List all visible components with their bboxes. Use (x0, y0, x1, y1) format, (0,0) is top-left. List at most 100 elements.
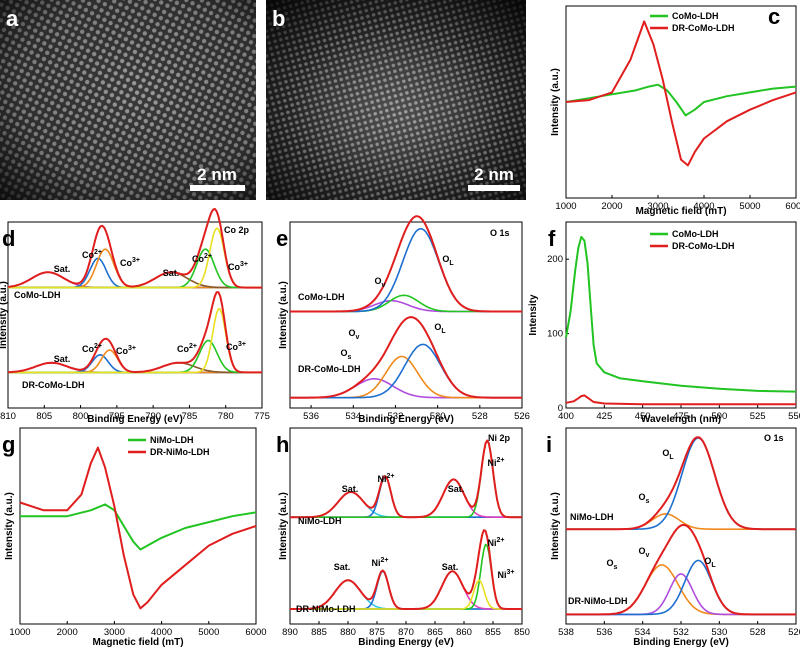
panel-d-xtick-label-6: 780 (218, 411, 234, 422)
panel-c-xtick-label-4: 5000 (739, 201, 760, 212)
panel-h-xtick-label-4: 870 (398, 627, 414, 638)
panel-f-xlabel: Wavelength (nm) (641, 414, 721, 425)
panel-d-xtick-label-7: 775 (254, 411, 270, 422)
panel-d-sample-1: DR-CoMo-LDH (22, 380, 84, 390)
panel-i-label: i (546, 432, 552, 457)
panel-f: f Wavelength (nm) Intensity 400 425 450 475… (528, 221, 800, 425)
panel-e-sample-0: CoMo-LDH (298, 292, 345, 302)
panel-h-peak-label-8: Ni3+ (498, 569, 515, 580)
panel-d-xtick-label-4: 790 (145, 411, 161, 422)
panel-d-peak-label-2: Co3+ (120, 257, 140, 268)
panel-e-title: O 1s (490, 228, 510, 238)
panel-h: h Ni 2p Binding Energy (eV) Intensity (a… (276, 427, 530, 648)
panel-e-label: e (276, 226, 288, 251)
panel-h-sample-0: NiMo-LDH (298, 516, 342, 526)
panel-f-ytick-label-2: 200 (547, 254, 563, 265)
panel-d-top-envelope (7, 207, 262, 289)
panel-b-scale-bar (468, 185, 520, 191)
panel-i-xtick-label-5: 528 (750, 627, 766, 638)
panel-h-peak-label-1: Ni2+ (378, 473, 395, 484)
panel-c-ylabel: Intensity (a.u.) (550, 68, 561, 136)
panel-f-series-0 (565, 235, 797, 393)
panel-d-frame (7, 221, 263, 409)
panel-a-scale-text: 2 nm (197, 165, 237, 184)
panel-h-top-component-2 (290, 478, 522, 518)
panel-g-legend-label-1: DR-NiMo-LDH (150, 447, 209, 457)
panel-e-top-component-0 (290, 299, 522, 313)
panel-f-ytick-label-1: 100 (547, 329, 563, 340)
panel-e: e O 1s Binding Energy (eV) Intensity (a.… (276, 215, 530, 425)
panel-c-series-0 (565, 83, 797, 117)
panel-d: d Co 2p Binding Energy (eV) Intensity (a… (0, 207, 270, 425)
panel-h-bot-envelope (290, 529, 522, 610)
panel-f-label: f (548, 226, 556, 251)
panel-h-sample-1: DR-NiMo-LDH (296, 604, 355, 614)
panel-f-ytick-label-0: 0 (558, 403, 563, 414)
panel-i-peak-label-0: OL (662, 448, 674, 461)
panel-d-top-component-5 (8, 227, 262, 289)
panel-c: c Magnetic field (mT) Intensity (a.u.) 1… (550, 4, 800, 217)
panel-e-peak-label-3: Ov (349, 328, 360, 341)
panel-d-top-component-2 (8, 248, 262, 289)
panel-f-xtick-label-4: 500 (711, 411, 727, 422)
panel-f-legend-label-0: CoMo-LDH (672, 229, 719, 239)
panel-i-top-envelope (566, 436, 796, 531)
panel-c-label: c (768, 4, 780, 29)
panel-h-top-envelope (290, 439, 522, 519)
panel-h-peak-label-3: Ni2+ (488, 457, 505, 468)
panel-e-xtick-label-0: 536 (303, 411, 319, 422)
panel-h-top-component-1 (290, 476, 522, 518)
panel-e-bot-component-0 (290, 378, 522, 399)
panel-c-series-1 (565, 20, 797, 167)
panel-h-xtick-label-7: 855 (485, 627, 501, 638)
panel-i-sample-1: DR-NiMo-LDH (568, 596, 627, 606)
panel-d-peak-label-5: Co3+ (228, 261, 248, 272)
panel-c-xlabel: Magnetic field (mT) (635, 206, 726, 217)
panel-d-ylabel: Intensity (a.u.) (0, 281, 9, 349)
panel-d-peak-label-1: Co2+ (82, 249, 102, 260)
panel-g-label: g (2, 432, 15, 457)
panel-b-label: b (272, 6, 285, 31)
panel-h-peak-label-6: Sat. (442, 562, 459, 572)
panel-g-xtick-label-4: 5000 (198, 627, 219, 638)
panel-g-legend-label-0: NiMo-LDH (150, 435, 194, 445)
panel-e-peak-label-4: OL (434, 322, 446, 335)
panel-e-xtick-label-3: 530 (430, 411, 446, 422)
panel-e-frame (289, 221, 523, 409)
panel-i-ylabel: Intensity (a.u.) (550, 492, 561, 560)
panel-e-ylabel: Intensity (a.u.) (278, 281, 289, 349)
panel-e-peak-label-1: OL (442, 254, 454, 267)
panel-d-bot-component-2 (8, 349, 262, 374)
panel-a-scale-bar (190, 185, 245, 191)
panel-h-top-component-3 (290, 439, 522, 518)
panel-g-xtick-label-3: 4000 (151, 627, 172, 638)
panel-h-title: Ni 2p (488, 433, 511, 443)
panel-e-top-envelope (290, 215, 522, 313)
panel-d-peak-label-10: Co3+ (226, 341, 246, 352)
panel-c-xtick-label-2: 3000 (647, 201, 668, 212)
panel-g-frame (19, 427, 257, 625)
panel-h-xtick-label-0: 890 (282, 627, 298, 638)
panel-h-label: h (276, 432, 289, 457)
panel-i-sample-0: NiMo-LDH (570, 512, 614, 522)
panel-d-peak-label-0: Sat. (54, 264, 71, 274)
panel-d-xtick-label-1: 805 (36, 411, 52, 422)
panel-d-title: Co 2p (224, 225, 250, 235)
panel-c-xtick-label-3: 4000 (693, 201, 714, 212)
panel-e-peak-label-2: Os (341, 348, 352, 361)
panel-f-xtick-label-5: 525 (750, 411, 766, 422)
panel-e-xtick-label-1: 534 (345, 411, 361, 422)
panel-d-xtick-label-2: 800 (73, 411, 89, 422)
panel-i-xtick-label-1: 536 (596, 627, 612, 638)
panel-i-peak-label-2: Os (607, 558, 618, 571)
panel-d-peak-label-4: Co2+ (192, 253, 212, 264)
panel-f-xtick-label-2: 450 (635, 411, 651, 422)
panel-i-xlabel: Binding Energy (eV) (633, 637, 729, 648)
panel-h-peak-label-5: Ni2+ (372, 557, 389, 568)
panel-h-peak-label-7: Ni2+ (488, 537, 505, 548)
panel-i-bot-envelope (566, 524, 796, 616)
panel-f-xtick-label-0: 400 (558, 411, 574, 422)
panel-d-peak-label-9: Co2+ (177, 343, 197, 354)
panel-c-legend-label-1: DR-CoMo-LDH (672, 23, 734, 33)
